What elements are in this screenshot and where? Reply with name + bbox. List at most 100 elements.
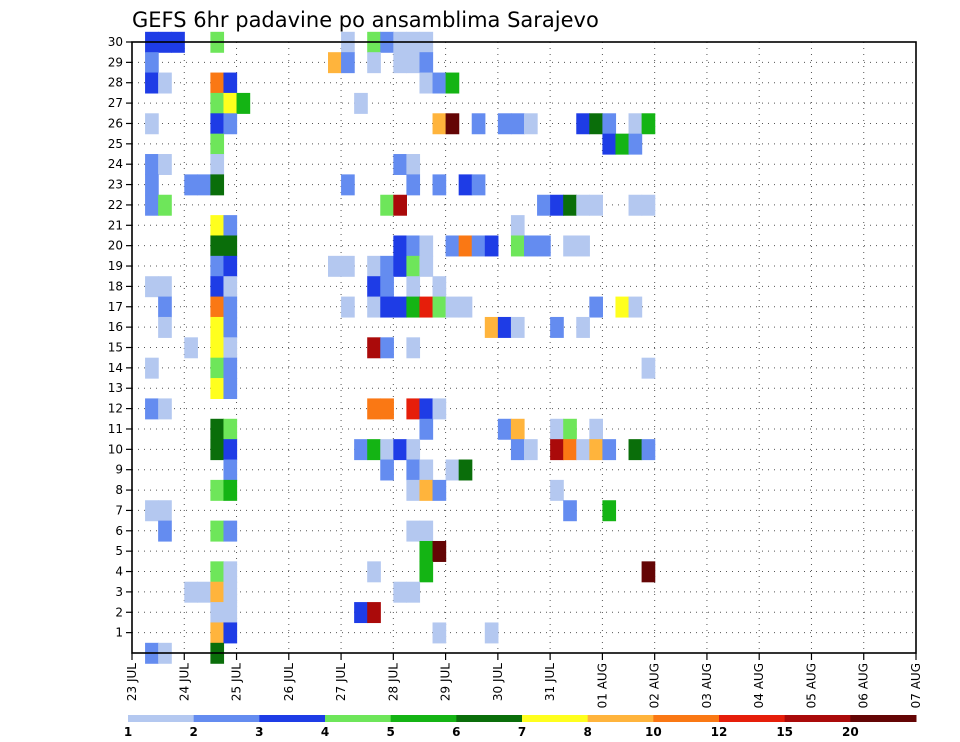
heatmap-cell [210,479,225,501]
legend-swatch [522,715,589,722]
heatmap-cell [184,337,198,359]
legend-swatch [325,715,392,722]
heatmap-cell [223,622,238,644]
heatmap-cell [406,479,421,501]
heatmap-cell [497,316,512,338]
heatmap-cell [406,255,421,277]
heatmap-cell [380,276,394,298]
heatmap-cell [406,337,421,359]
y-tick-label: 17 [108,300,123,314]
y-tick-label: 5 [115,544,123,558]
heatmap-cell [341,174,355,196]
heatmap-cell [210,418,225,440]
heatmap-cell [615,296,630,318]
heatmap-cell [406,459,421,481]
legend-label: 12 [711,725,728,739]
heatmap-cell [158,296,172,318]
heatmap-cell [380,296,394,318]
heatmap-cell [419,296,434,318]
heatmap-cell [341,255,355,277]
heatmap-cell [406,520,421,542]
heatmap-cell [223,337,238,359]
heatmap-cell [210,602,225,624]
heatmap-cell [419,418,434,440]
heatmap-cell [393,52,407,74]
heatmap-cell [223,439,238,461]
y-tick-label: 7 [115,503,123,517]
heatmap-cell [380,194,394,216]
y-tick-label: 20 [108,239,123,253]
heatmap-cell [628,133,643,155]
legend-swatch [653,715,720,722]
x-tick-label: 24 JUL [177,663,191,701]
heatmap-cell [380,459,394,481]
heatmap-cell [628,296,643,318]
heatmap-cell [367,52,381,74]
heatmap-cell [589,113,603,135]
heatmap-cell [537,235,551,257]
heatmap-cell [145,276,159,298]
heatmap-cell [158,316,172,338]
heatmap-cell [145,174,159,196]
heatmap-cell [484,622,499,644]
heatmap-cell [380,439,394,461]
heatmap-cell [145,500,159,522]
heatmap-cell [223,561,238,583]
heatmap-cell [406,398,421,420]
y-tick-label: 15 [108,341,123,355]
heatmap-cell [223,581,238,603]
heatmap-cell [393,439,407,461]
heatmap-cell [223,235,238,257]
heatmap-cell [406,154,421,175]
heatmap-cell [497,113,512,135]
y-tick-label: 13 [108,381,123,395]
heatmap-cell [210,154,225,175]
y-tick-label: 19 [108,259,123,273]
heatmap-cell [458,296,473,318]
x-tick-label: 23 JUL [125,663,139,701]
heatmap-cell [380,337,394,359]
heatmap-cell [471,235,486,257]
heatmap-cell [615,133,630,155]
x-tick-label: 27 JUL [334,663,348,701]
heatmap-cell [641,357,656,379]
heatmap-cell [210,561,225,583]
heatmap-cell [210,276,225,298]
legend-swatch [850,715,917,722]
heatmap-cell [158,194,172,216]
heatmap-cell [406,296,421,318]
y-tick-label: 29 [108,55,123,69]
legend-swatch [456,715,523,722]
heatmap-cell [602,439,617,461]
heatmap-cell [223,602,238,624]
x-tick-label: 05 AUG [804,663,818,708]
heatmap-cell [510,215,525,237]
heatmap-cell [158,154,172,175]
heatmap-cell [510,316,525,338]
heatmap-cell [419,52,434,74]
x-tick-label: 02 AUG [648,663,662,708]
heatmap-cell [158,520,172,542]
heatmap-cell [641,194,656,216]
chart-title: GEFS 6hr padavine po ansamblima Sarajevo [132,8,599,32]
y-tick-label: 11 [108,422,123,436]
x-tick-label: 30 JUL [491,663,505,701]
heatmap-cell [641,439,656,461]
y-tick-label: 2 [115,605,123,619]
color-legend: 1 2 3 4 5 6 7 8 10 12 15 20 [124,715,917,739]
heatmap-cell [445,459,460,481]
x-tick-label: 01 AUG [595,663,609,708]
y-tick-label: 30 [108,35,123,49]
heatmap-cell [158,276,172,298]
y-tick-label: 24 [108,157,123,171]
heatmap-cell [432,296,447,318]
heatmap-cell [210,215,225,237]
heatmap-cell [432,113,447,135]
heatmap-cell [524,439,538,461]
heatmap-cell [445,235,460,257]
heatmap-cell [524,113,538,135]
heatmap-cell [184,174,198,196]
heatmap-cell [406,276,421,298]
heatmap-cell [602,133,617,155]
x-tick-label: 26 JUL [282,663,296,701]
